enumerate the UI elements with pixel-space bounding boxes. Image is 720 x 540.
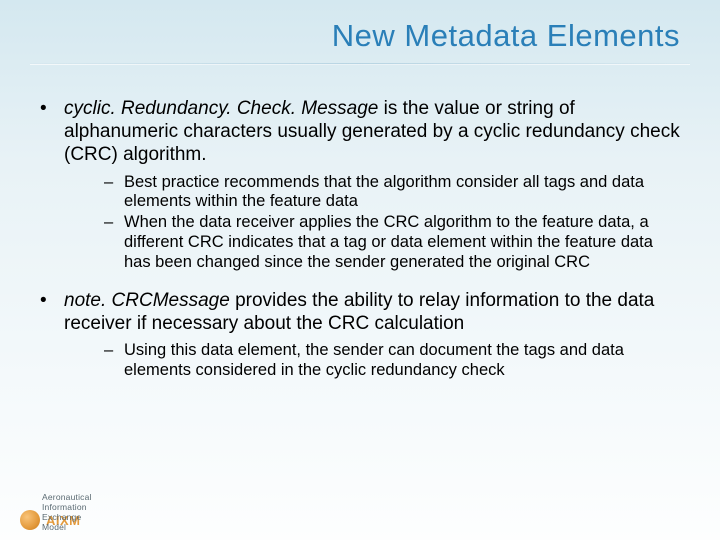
sub-bullet-marker: – — [104, 341, 124, 381]
bullet-text: cyclic. Redundancy. Check. Message is th… — [64, 97, 680, 167]
footer-logo-block: AIXM Aeronautical Information Exchange M… — [20, 510, 81, 530]
sub-bullet-marker: – — [104, 173, 124, 213]
bullet-em: note. CRCMessage — [64, 290, 230, 311]
sub-bullet-text: Best practice recommends that the algori… — [124, 173, 680, 213]
content-area: • cyclic. Redundancy. Check. Message is … — [0, 65, 720, 380]
bullet-item: • note. CRCMessage provides the ability … — [40, 289, 680, 335]
sub-bullet-item: – Using this data element, the sender ca… — [104, 341, 680, 381]
sub-bullet-item: – Best practice recommends that the algo… — [104, 173, 680, 213]
title-block: New Metadata Elements — [0, 0, 720, 60]
bullet-text: note. CRCMessage provides the ability to… — [64, 289, 680, 335]
sub-bullet-marker: – — [104, 213, 124, 272]
page-title: New Metadata Elements — [40, 18, 680, 54]
sub-bullet-text: When the data receiver applies the CRC a… — [124, 213, 680, 272]
sub-bullet-group: – Best practice recommends that the algo… — [104, 173, 680, 273]
bullet-marker: • — [40, 97, 64, 167]
globe-icon — [20, 510, 40, 530]
sub-bullet-text: Using this data element, the sender can … — [124, 341, 680, 381]
bullet-marker: • — [40, 289, 64, 335]
footer-subtitle: Aeronautical Information Exchange Model — [42, 492, 92, 532]
sub-bullet-group: – Using this data element, the sender ca… — [104, 341, 680, 381]
sub-bullet-item: – When the data receiver applies the CRC… — [104, 213, 680, 272]
bullet-item: • cyclic. Redundancy. Check. Message is … — [40, 97, 680, 167]
bullet-em: cyclic. Redundancy. Check. Message — [64, 98, 378, 119]
